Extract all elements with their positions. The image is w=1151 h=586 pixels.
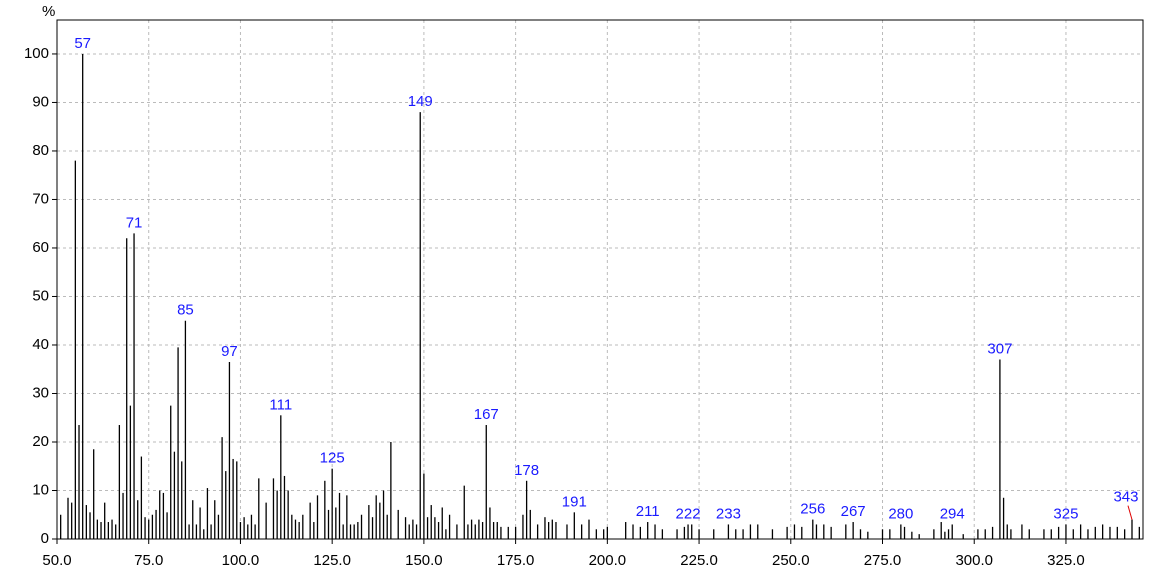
- peak-label: 111: [269, 396, 292, 413]
- x-tick-label: 150.0: [405, 552, 443, 569]
- y-tick-label: 0: [41, 530, 49, 547]
- x-tick-label: 75.0: [134, 552, 163, 569]
- plot-frame: [56, 19, 1144, 540]
- peak-label: 97: [221, 343, 238, 360]
- x-tick-label: 225.0: [680, 552, 718, 569]
- peak-label: 256: [800, 501, 825, 518]
- y-tick-label: 10: [32, 481, 49, 498]
- x-tick-label: 325.0: [1047, 552, 1085, 569]
- x-tick-label: 125.0: [313, 552, 351, 569]
- peak-label: 125: [320, 450, 345, 467]
- y-tick-label: 30: [32, 384, 49, 401]
- peak-label: 233: [716, 505, 741, 522]
- peak-label: 167: [474, 406, 499, 423]
- peak-label: 222: [676, 505, 701, 522]
- x-tick-label: 300.0: [955, 552, 993, 569]
- y-tick-label: 80: [32, 142, 49, 159]
- x-tick-label: 100.0: [222, 552, 260, 569]
- x-tick-label: 275.0: [864, 552, 902, 569]
- y-tick-label: 40: [32, 336, 49, 353]
- y-tick-label: 60: [32, 239, 49, 256]
- peak-label: 343: [1113, 489, 1138, 506]
- y-tick-label: 50: [32, 287, 49, 304]
- x-tick-label: 175.0: [497, 552, 535, 569]
- peak-label: 178: [514, 462, 539, 479]
- x-tick-label: 50.0: [42, 552, 71, 569]
- peak-label: 280: [888, 505, 913, 522]
- y-tick-label: 100: [24, 45, 49, 62]
- y-tick-label: 90: [32, 93, 49, 110]
- peak-label: 149: [408, 93, 433, 110]
- peak-label: 85: [177, 302, 194, 319]
- peak-label: 57: [74, 35, 91, 52]
- y-tick-label: 70: [32, 190, 49, 207]
- peak-label: 191: [562, 493, 587, 510]
- peak-label: 267: [841, 503, 866, 520]
- peak-label: 307: [987, 341, 1012, 358]
- y-tick-label: 20: [32, 433, 49, 450]
- label-leader: [1127, 505, 1133, 520]
- peak-label: 325: [1053, 505, 1078, 522]
- x-tick-label: 250.0: [772, 552, 810, 569]
- peak-label: 294: [940, 505, 965, 522]
- peak-label: 71: [126, 214, 143, 231]
- peak-label: 211: [636, 503, 660, 520]
- y-axis-label: %: [42, 3, 55, 20]
- x-tick-label: 200.0: [589, 552, 627, 569]
